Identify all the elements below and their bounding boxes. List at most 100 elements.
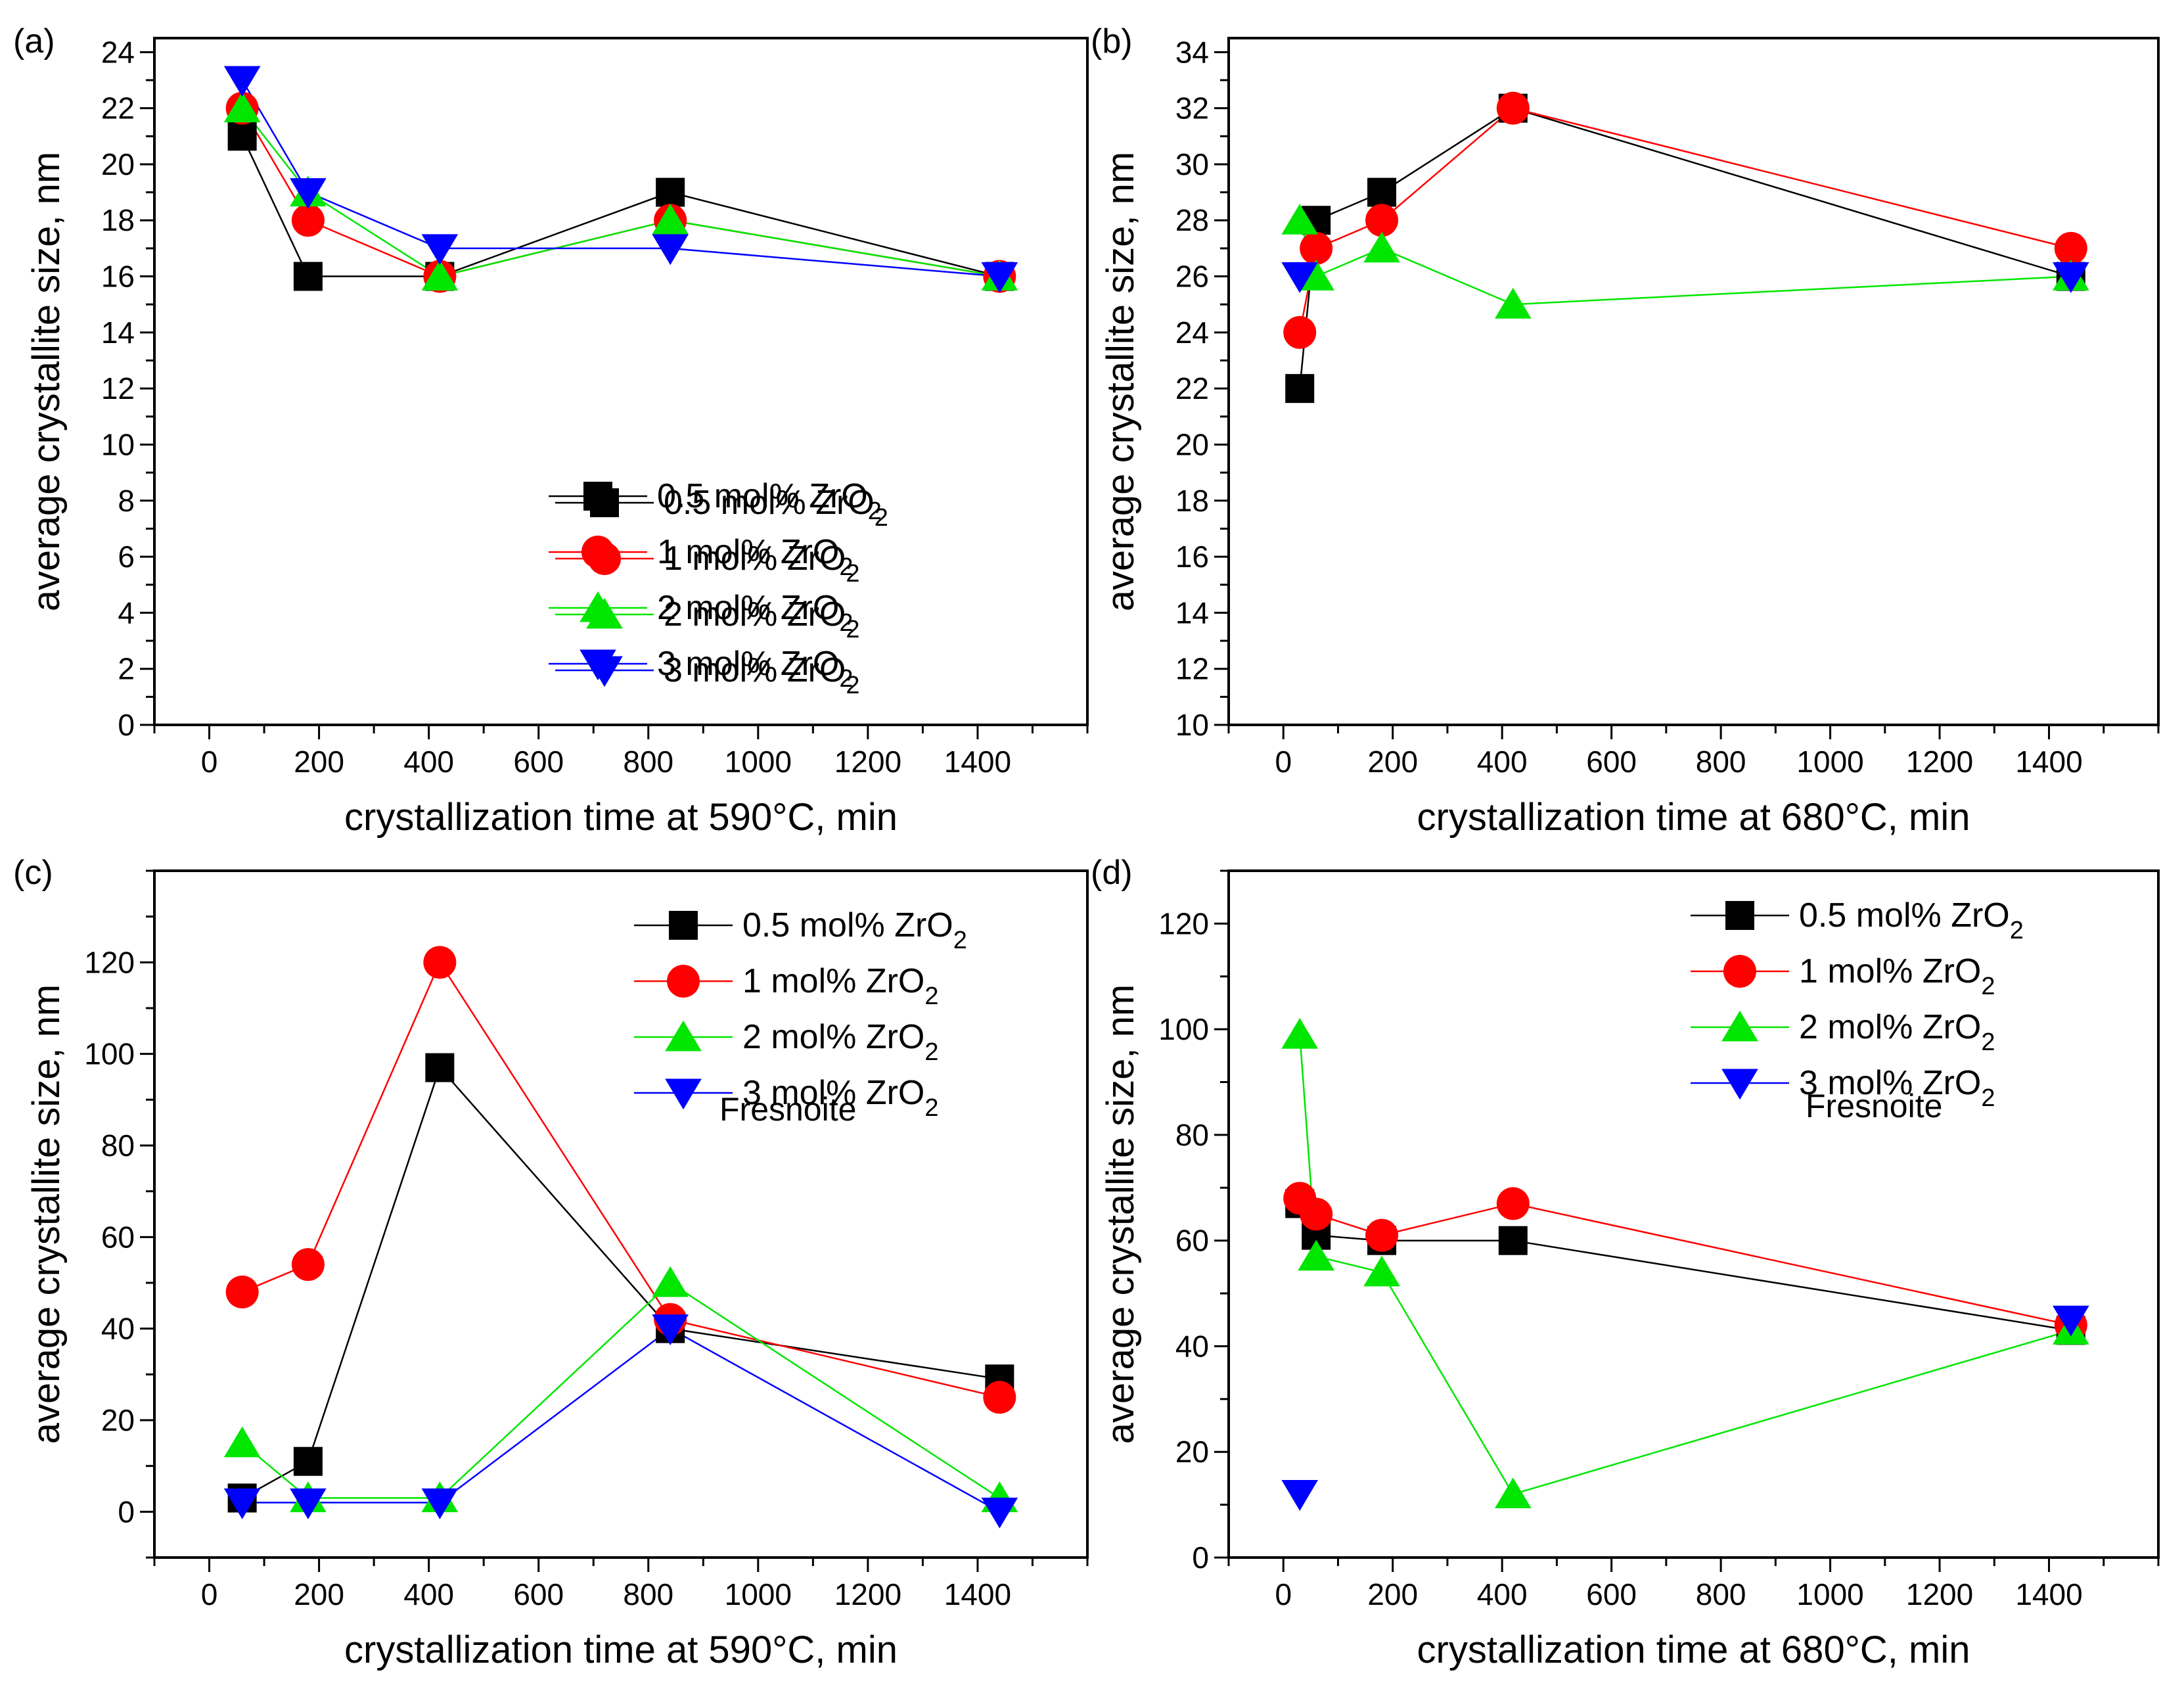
y-tick-label: 22	[101, 91, 135, 126]
x-tick-label: 200	[1367, 745, 1418, 779]
annotation-label: Fresnoite	[1806, 1088, 1942, 1124]
x-tick-label: 1200	[1906, 745, 1973, 779]
y-tick-label: 40	[101, 1312, 135, 1346]
data-point	[1498, 1226, 1528, 1255]
x-tick-label: 0	[201, 1577, 218, 1611]
y-tick-label: 16	[1175, 540, 1209, 574]
annotation-label: Fresnoite	[719, 1091, 856, 1128]
y-tick-label: 16	[101, 260, 135, 294]
series-line	[1298, 1034, 2072, 1496]
y-tick-label: 80	[101, 1128, 135, 1163]
x-tick-label: 1400	[2015, 1577, 2082, 1611]
x-tick-label: 1200	[1906, 1577, 1973, 1611]
legend-marker	[580, 649, 616, 681]
y-axis-label: average crystallite size, nm	[1099, 152, 1142, 611]
x-tick-label: 200	[294, 745, 344, 779]
y-tick-label: 22	[1175, 371, 1209, 405]
y-tick-label: 32	[1175, 91, 1209, 126]
legend-label: 3 mol% ZrO2	[664, 651, 860, 699]
panel-label: (b)	[1091, 22, 1133, 60]
x-tick-label: 600	[513, 745, 564, 779]
chart-panel-b: (b) 0 200 400 600 800 1000 1200 1400 10 12 14 16 18 20…	[549, 22, 2160, 839]
y-tick-label: 14	[1175, 595, 1209, 630]
data-point	[1298, 260, 1335, 291]
data-point	[1367, 177, 1397, 207]
y-tick-label: 6	[118, 540, 135, 574]
x-tick-label: 600	[1586, 1577, 1637, 1611]
data-point	[656, 177, 685, 207]
legend-label: 0.5 mol% ZrO2	[742, 906, 967, 954]
legend-label: 3 mol% ZrO2	[657, 645, 853, 693]
series-line	[241, 1282, 1001, 1499]
y-tick-label: 80	[1175, 1118, 1209, 1152]
legend-marker	[667, 965, 700, 998]
legend-marker	[580, 591, 616, 622]
legend-label: 0.5 mol% ZrO2	[1799, 896, 2024, 944]
plot-frame	[153, 869, 1089, 1559]
x-tick-label: 1200	[834, 1577, 901, 1611]
x-tick-label: 1000	[1796, 1577, 1863, 1611]
y-tick-label: 14	[101, 315, 135, 350]
data-point	[223, 91, 261, 123]
legend-marker	[1725, 901, 1754, 930]
y-tick-label: 10	[101, 427, 135, 461]
data-point	[423, 946, 457, 979]
legend: 0.5 mol% ZrO2 1 mol% ZrO2 2 mol% ZrO2 3 mol…	[1691, 896, 2024, 1112]
y-tick-label: 120	[84, 945, 135, 979]
data-point	[425, 1053, 455, 1082]
series-line	[1298, 107, 2072, 333]
x-tick-label: 600	[1586, 745, 1637, 779]
y-tick-label: 28	[1175, 203, 1209, 237]
legend-label: 1 mol% ZrO2	[664, 540, 860, 588]
y-axis-label: average crystallite size, nm	[25, 984, 68, 1444]
x-tick-label: 1400	[944, 1577, 1011, 1611]
series-line	[242, 1066, 1000, 1499]
x-tick-label: 200	[1367, 1577, 1418, 1611]
data-point	[981, 1497, 1018, 1529]
data-point	[652, 203, 689, 235]
x-axis-label: crystallization time at 680°C, min	[1417, 796, 1970, 839]
data-point	[1365, 204, 1399, 237]
data-point	[983, 1381, 1016, 1414]
y-axis-label: average crystallite size, nm	[1099, 984, 1142, 1444]
data-point	[1281, 1480, 1319, 1511]
y-tick-label: 40	[1175, 1329, 1209, 1363]
y-tick-label: 4	[118, 595, 135, 630]
plot-frame	[1227, 869, 2160, 1559]
legend-label: 0.5 mol% ZrO2	[664, 484, 888, 532]
data-point	[1494, 1477, 1532, 1509]
data-point	[293, 262, 323, 291]
data-point	[291, 204, 325, 237]
series-line	[241, 107, 1000, 277]
series-line	[241, 135, 1000, 277]
series-line	[1299, 1197, 2072, 1326]
x-tick-label: 1000	[725, 1577, 792, 1611]
legend-label: 2 mol% ZrO2	[1799, 1008, 1995, 1056]
data-point	[421, 260, 459, 291]
x-tick-label: 600	[513, 1577, 564, 1611]
data-point	[1285, 374, 1315, 404]
x-axis-label: crystallization time at 590°C, min	[344, 1629, 898, 1671]
data-point	[1496, 1187, 1530, 1220]
legend-label: 3 mol% ZrO2	[1799, 1064, 1995, 1112]
data-point	[1494, 287, 1532, 319]
y-tick-label: 18	[101, 203, 135, 237]
x-tick-label: 400	[403, 1577, 454, 1611]
chart-panel-c: (c) 0 200 400 600 800 1000 1200 1400 0 20 40 60 80 100…	[13, 854, 1089, 1671]
data-point	[223, 1488, 261, 1519]
series-line	[242, 1328, 1000, 1513]
y-tick-label: 20	[1175, 427, 1209, 461]
x-tick-label: 800	[623, 745, 673, 779]
x-tick-label: 1200	[834, 745, 901, 779]
legend-label: 1 mol% ZrO2	[1799, 952, 1995, 1000]
data-point	[421, 234, 459, 266]
data-point	[1283, 315, 1317, 349]
series-line	[1299, 1203, 2072, 1331]
legend-marker	[1721, 1069, 1758, 1100]
y-tick-label: 0	[118, 708, 135, 742]
y-tick-label: 100	[1158, 1012, 1209, 1046]
data-point	[293, 1446, 323, 1476]
